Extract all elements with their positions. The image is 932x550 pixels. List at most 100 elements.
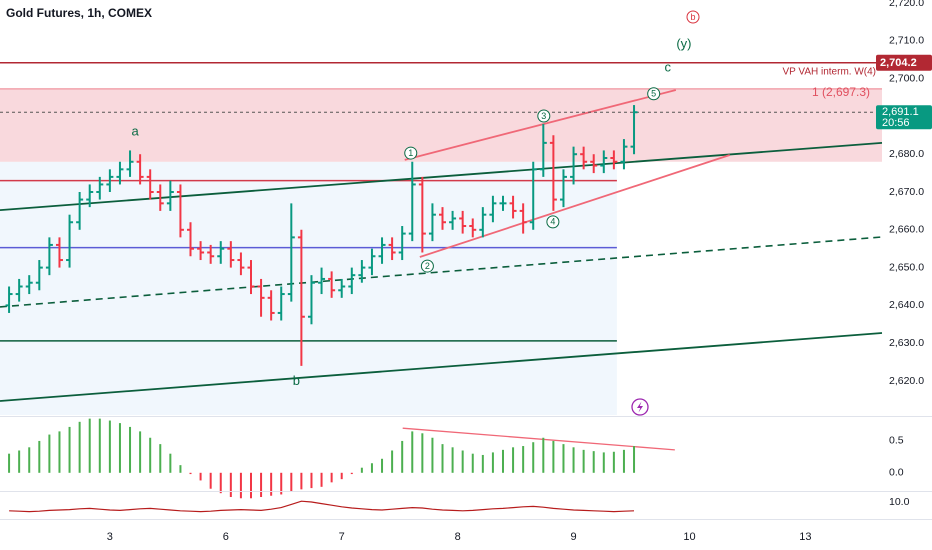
lower-line [9,500,635,513]
countdown-label: 20:56 [882,117,910,129]
x-tick-label: 3 [107,531,113,543]
oscillator-bar [370,463,373,473]
annotation: 3 [541,111,546,121]
oscillator-bar [179,465,182,473]
trendline [0,141,883,212]
oscillator-bar [118,423,121,473]
oscillator-bar [471,453,474,473]
oscillator-bar [38,440,41,473]
oscillator-bar [270,472,273,496]
lower-tick-label: 10.0 [889,496,910,508]
drawings [0,61,883,513]
annotation: 5 [651,89,656,99]
oscillator-tick-label: 0.0 [889,467,904,479]
oscillator-bar [542,437,545,473]
backgrounds [0,88,882,415]
oscillator-bar [461,450,464,473]
x-tick-label: 6 [223,531,229,543]
oscillator-bar [169,453,172,473]
y-tick-label: 2,680.0 [889,148,924,160]
oscillator-bar [199,472,202,481]
oscillator-bar [8,453,11,473]
last-price-box [876,105,932,130]
annotation-circle [404,146,418,160]
oscillator-bar [441,444,444,473]
oscillator-bar [522,446,525,473]
trendline [404,89,677,161]
annotation-circle [420,259,434,273]
oscillator-bar [411,431,414,473]
y-tick-label: 2,630.0 [889,337,924,349]
oscillator-bar [209,472,212,489]
zone-label: 1 (2,697.3) [812,85,870,99]
level-label: VP VAH interm. W(4) [782,66,876,77]
oscillator-bar [290,472,293,492]
oscillator-tick-label: 0.5 [889,435,904,447]
chart-title: Gold Futures, 1h, COMEX [6,6,152,20]
oscillator-bar [391,450,394,473]
oscillator-bar [582,449,585,473]
trendline [0,332,883,402]
oscillator-bar [18,450,21,473]
oscillator-bar [108,420,111,473]
oscillator-bar [612,451,615,473]
oscillator-bar [189,472,192,475]
oscillator-bar [28,447,31,473]
oscillator-bar [78,421,81,473]
y-tick-label: 2,650.0 [889,261,924,273]
oscillator-bar [633,446,636,473]
oscillator-bar [249,472,252,499]
oscillator-bar [229,472,232,498]
oscillator-bar [300,472,303,490]
alert-icon[interactable] [631,398,649,416]
annotation: a [131,123,139,138]
price-bars [5,105,638,499]
oscillator-bar [360,467,363,473]
price-label-box [876,54,932,71]
oscillator-bar [572,447,575,473]
annotation-circle [686,10,700,24]
oscillator-bar [532,442,535,473]
oscillator-bar [310,472,313,489]
y-tick-label: 2,710.0 [889,35,924,47]
annotation-circle [546,215,560,229]
annotation-circle [647,87,661,101]
y-tick-label: 2,670.0 [889,186,924,198]
oscillator-bar [512,447,515,473]
oscillator-bar [401,440,404,473]
x-tick-label: 10 [683,531,695,543]
oscillator-bar [431,437,434,473]
oscillator-bar [219,472,222,494]
oscillator-bar [350,472,353,475]
oscillator-bar [421,433,424,473]
oscillator-bar [280,472,283,495]
oscillator-bar [159,444,162,473]
y-tick-label: 2,700.0 [889,72,924,84]
annotation: 2 [425,261,430,271]
x-tick-label: 7 [339,531,345,543]
oscillator-bar [139,431,142,473]
oscillator-bar [381,458,384,473]
oscillator-bar [552,440,555,473]
oscillator-trendline [402,427,675,451]
y-tick-label: 2,640.0 [889,299,924,311]
y-tick-label: 2,660.0 [889,224,924,236]
zone [0,161,617,415]
oscillator-bar [48,434,51,473]
oscillator-bar [340,472,343,480]
price-label: 2,704.2 [880,57,917,69]
annotation: (y) [676,36,691,51]
oscillator-bar [260,472,263,498]
y-tick-label: 2,620.0 [889,375,924,387]
trendline [419,154,731,258]
x-tick-label: 13 [799,531,811,543]
annotation: c [665,60,672,75]
oscillator-bar [562,444,565,473]
oscillator-bar [451,447,454,473]
oscillator-bar [98,418,101,473]
x-tick-label: 8 [455,531,461,543]
annotation: 1 [408,148,413,158]
annotation: b [293,373,300,388]
